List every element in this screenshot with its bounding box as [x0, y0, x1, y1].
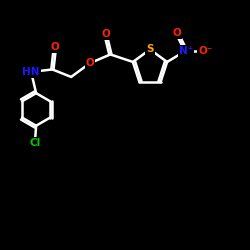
Text: O⁻: O⁻ [198, 46, 212, 56]
Text: O: O [50, 42, 59, 52]
Text: O: O [86, 58, 94, 68]
Text: O: O [101, 29, 110, 39]
Text: O: O [173, 28, 182, 38]
Text: S: S [146, 44, 154, 54]
Text: HN: HN [22, 67, 40, 77]
Text: N⁺: N⁺ [179, 46, 193, 56]
Text: Cl: Cl [29, 138, 40, 148]
